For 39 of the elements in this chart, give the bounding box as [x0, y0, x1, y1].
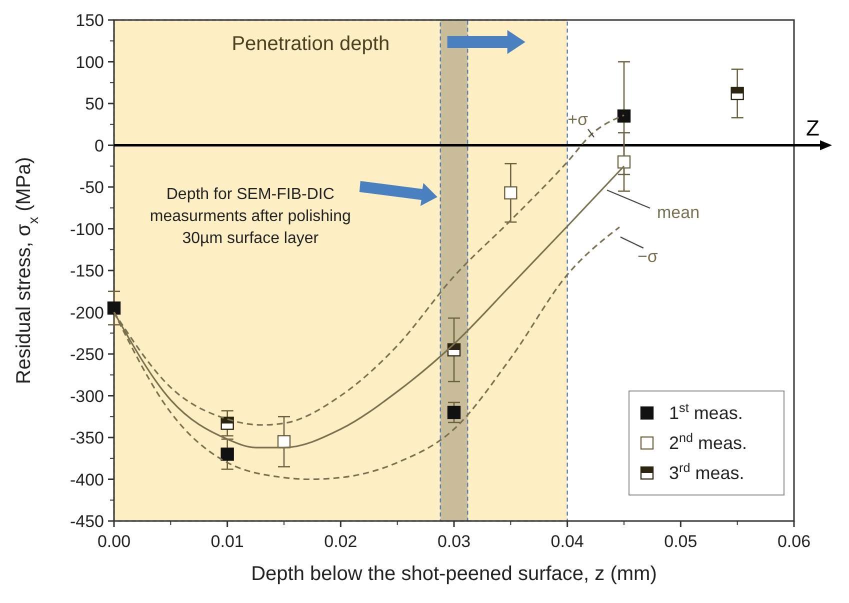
- text: mean: [657, 203, 700, 222]
- y-tick-label: 150: [76, 11, 104, 30]
- point: [617, 155, 631, 169]
- y-tick-label: -150: [70, 262, 104, 280]
- y-tick-label: -450: [70, 512, 104, 531]
- y-tick-label: -100: [70, 220, 104, 239]
- y-tick-label: -400: [70, 470, 104, 490]
- series-label: +σ: [568, 110, 589, 130]
- y-tick-label: 50: [85, 94, 104, 114]
- y-tick-label: 0: [94, 136, 104, 156]
- x-tick-label: 0.04: [550, 532, 584, 551]
- x-tick-label: 0.06: [777, 532, 811, 551]
- point: [617, 109, 631, 123]
- band-label: Penetration depth: [232, 33, 390, 55]
- ref-line-label: Z: [806, 115, 820, 140]
- x-tick-label: 0.03: [437, 532, 471, 551]
- point: [220, 416, 234, 430]
- annotation: Depth for SEM-FIB-DIC measurments after polishing 30µm surface layer: [150, 186, 351, 247]
- legend-label: 1$^{st}$ meas.: [669, 401, 743, 423]
- y-tick-label: -250: [70, 345, 104, 364]
- x-tick-label: 0.01: [210, 532, 244, 551]
- x-tick-label: 0.02: [324, 532, 358, 551]
- x-tick-label: 0.00: [97, 532, 131, 551]
- y-tick-label: -200: [70, 303, 104, 322]
- point: [730, 86, 744, 100]
- series-label: −σ: [637, 247, 658, 266]
- y-tick-label: 100: [76, 52, 104, 72]
- point: [504, 186, 518, 200]
- y-tick-label: -300: [70, 386, 104, 406]
- legend-label: 2$^{nd}$ meas.: [669, 431, 748, 453]
- y-tick-label: -50: [79, 178, 104, 197]
- point: [447, 406, 461, 420]
- point: [220, 448, 234, 461]
- x-tick-label: 0.05: [664, 532, 698, 551]
- legend-label: 3$^{rd}$ meas.: [669, 461, 744, 483]
- x-axis-title: Depth below the shot-peened surface, z (mm): [251, 563, 657, 585]
- y-tick-label: -350: [70, 428, 104, 448]
- point: [447, 343, 461, 356]
- point: [107, 301, 121, 315]
